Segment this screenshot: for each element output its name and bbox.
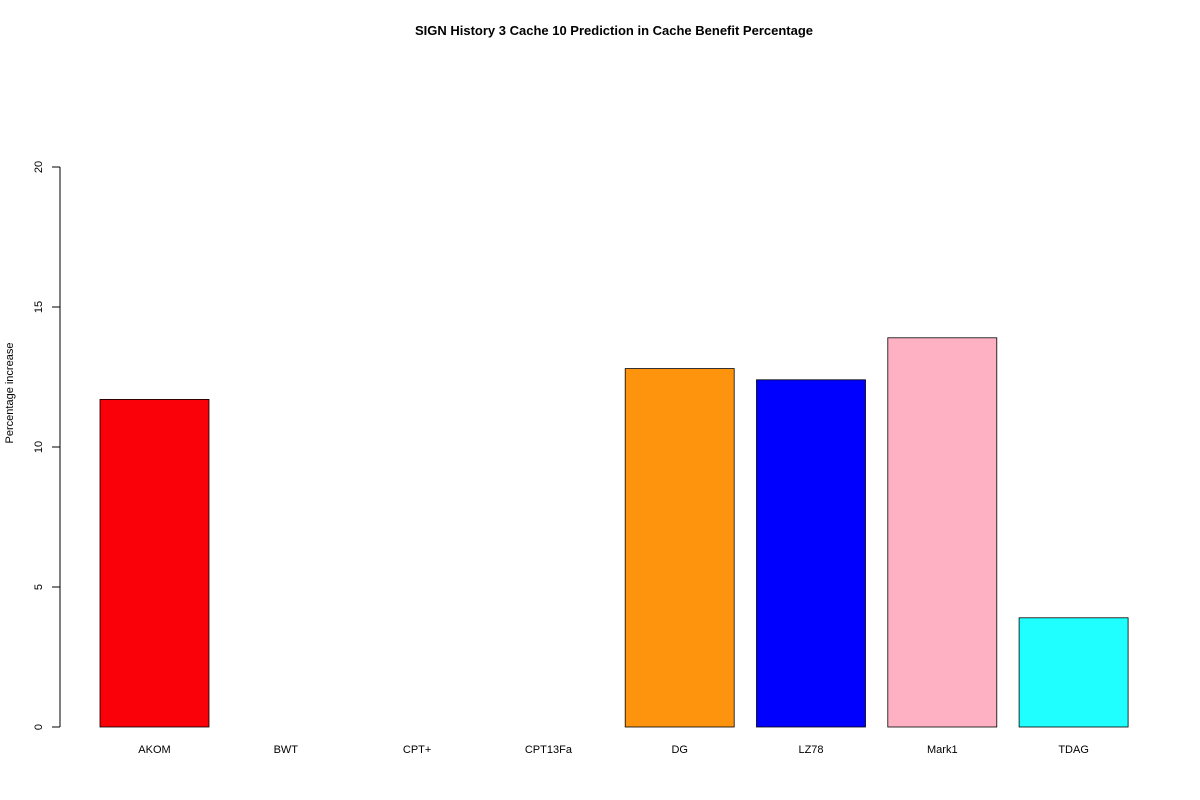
x-tick-label: AKOM xyxy=(138,744,170,756)
bar-dg xyxy=(624,368,735,728)
x-labels: AKOM BWT CPT+ CPT13Fa DG LZ78 Mark1 TDAG xyxy=(138,744,1089,756)
y-tick-label: 10 xyxy=(33,441,45,453)
bar-mark1 xyxy=(887,337,998,728)
y-ticks: 0 5 10 15 20 xyxy=(33,161,60,730)
x-tick-label: LZ78 xyxy=(798,744,823,756)
y-tick-label: 0 xyxy=(33,724,45,730)
bar-akom xyxy=(99,398,210,728)
y-tick-label: 5 xyxy=(33,584,45,590)
y-tick-label: 20 xyxy=(33,161,45,173)
bar-tdag xyxy=(1018,617,1129,728)
bar-lz78 xyxy=(756,379,866,728)
x-tick-label: TDAG xyxy=(1058,744,1089,756)
bars xyxy=(99,337,1129,728)
y-axis-label: Percentage increase xyxy=(4,343,16,444)
x-tick-label: BWT xyxy=(274,744,299,756)
x-tick-label: DG xyxy=(671,744,688,756)
x-tick-label: Mark1 xyxy=(927,744,958,756)
chart-title: SIGN History 3 Cache 10 Prediction in Ca… xyxy=(415,23,813,38)
x-tick-label: CPT13Fa xyxy=(525,744,573,756)
x-tick-label: CPT+ xyxy=(403,744,431,756)
y-tick-label: 15 xyxy=(33,301,45,313)
